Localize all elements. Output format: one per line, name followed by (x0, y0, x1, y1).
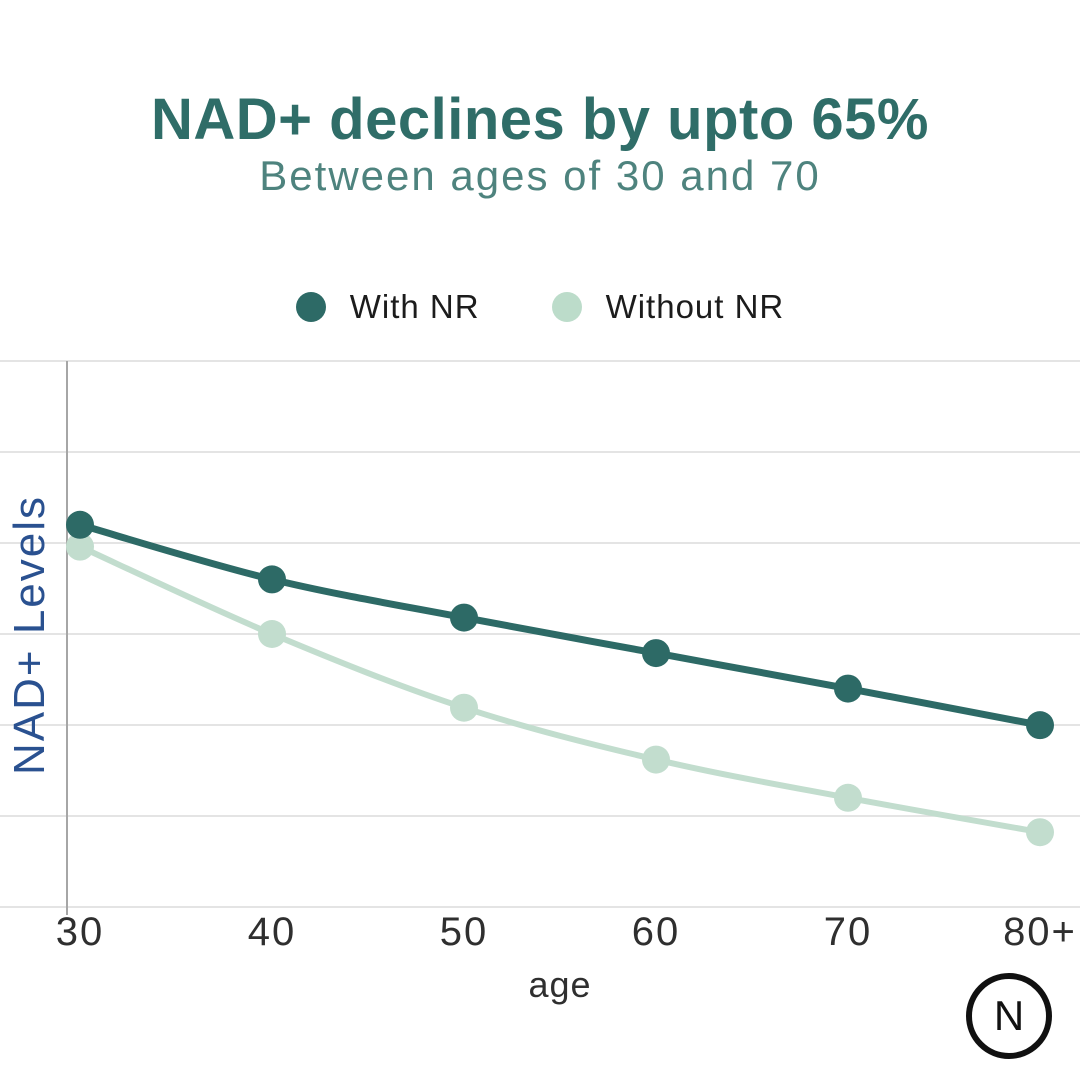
data-point-without-nr (258, 620, 286, 648)
data-point-without-nr (450, 693, 478, 722)
brand-logo-letter: N (993, 992, 1025, 1039)
x-tick-label: 60 (632, 910, 681, 954)
legend-dot-without-nr-icon (551, 292, 582, 322)
x-tick-label: 70 (824, 910, 873, 954)
x-axis-title: age (528, 964, 591, 1005)
data-point-without-nr (834, 783, 862, 812)
data-point-without-nr (66, 532, 94, 561)
x-tick-label: 30 (56, 910, 105, 954)
y-axis-title: NAD+ Levels (5, 495, 54, 775)
data-point-with-nr (450, 603, 478, 632)
brand-logo: N (966, 973, 1052, 1059)
data-point-with-nr (834, 674, 862, 703)
data-point-without-nr (1026, 818, 1054, 847)
data-point-with-nr (66, 510, 94, 539)
data-point-with-nr (258, 565, 286, 594)
legend-dot-with-nr-icon (295, 292, 326, 322)
page-subtitle: Between ages of 30 and 70 (259, 152, 821, 199)
x-tick-label: 80+ (1003, 910, 1077, 954)
x-tick-label: 50 (440, 910, 489, 954)
data-point-with-nr (642, 639, 670, 668)
page-title: NAD+ declines by upto 65% (151, 87, 929, 152)
legend-item-with-nr: With NR (295, 288, 480, 326)
line-chart: 30 40 50 60 70 80+ age NAD+ Levels (0, 360, 1080, 1005)
legend-label-without-nr: Without NR (605, 288, 785, 325)
legend-label-with-nr: With NR (349, 288, 480, 325)
series-line-without-nr (77, 543, 1043, 836)
series-line-with-nr (76, 521, 1044, 729)
chart-legend: With NR Without NR (0, 288, 1080, 326)
data-point-with-nr (1026, 711, 1054, 740)
legend-item-without-nr: Without NR (551, 288, 785, 326)
x-tick-label: 40 (248, 910, 297, 954)
data-point-without-nr (642, 745, 670, 774)
